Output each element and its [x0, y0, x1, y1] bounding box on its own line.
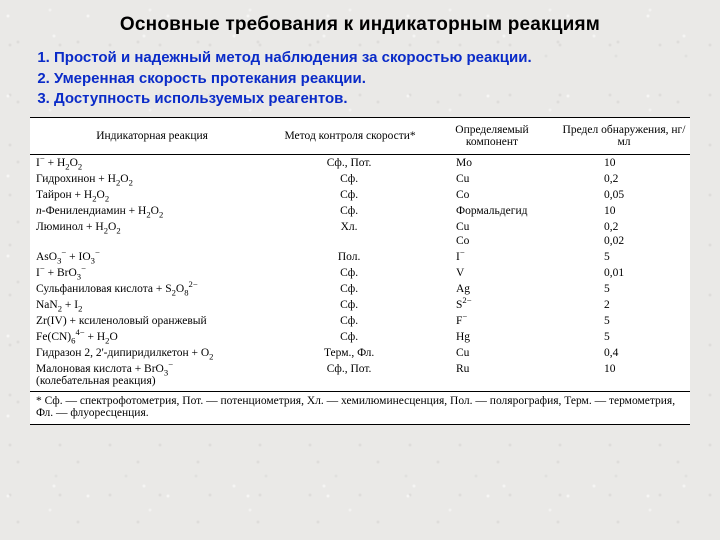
- reaction-cell: Малоновая кислота + BrO3−(колебательная …: [30, 361, 274, 392]
- method-cell: Сф.: [274, 265, 426, 281]
- method-cell: Сф.: [274, 281, 426, 297]
- requirements-list: Простой и надежный метод наблюдения за с…: [30, 48, 690, 109]
- component-cell: Hg: [426, 329, 558, 345]
- component-cell: Ru: [426, 361, 558, 392]
- list-item: Простой и надежный метод наблюдения за с…: [54, 48, 690, 68]
- table-row: Тайрон + H2O2 Сф. Co 0,05: [30, 187, 690, 203]
- component-cell: Cu: [426, 171, 558, 187]
- table-row: п-Фенилендиамин + H2O2 Сф. Формальдегид …: [30, 203, 690, 219]
- method-cell: Сф.: [274, 171, 426, 187]
- limit-cell: 0,05: [558, 187, 690, 203]
- table-row: Гидрохинон + H2O2 Сф. Cu 0,2: [30, 171, 690, 187]
- component-cell: Mo: [426, 154, 558, 171]
- reaction-cell: Сульфаниловая кислота + S2O82−: [30, 281, 274, 297]
- limit-cell: 5: [558, 329, 690, 345]
- method-cell: Терм., Фл.: [274, 345, 426, 361]
- col-header-limit: Предел обнаружения, нг/мл: [558, 117, 690, 154]
- reaction-cell: I− + BrO3−: [30, 265, 274, 281]
- table-header-row: Индикаторная реакция Метод контроля скор…: [30, 117, 690, 154]
- reaction-cell: [30, 235, 274, 249]
- table-row: NaN2 + I2 Сф. S2− 2: [30, 297, 690, 313]
- reaction-cell: AsO3− + IO3−: [30, 249, 274, 265]
- component-cell: Co: [426, 187, 558, 203]
- method-cell: Сф.: [274, 187, 426, 203]
- table-row: Fe(CN)64− + H2O Сф. Hg 5: [30, 329, 690, 345]
- reaction-cell: I− + H2O2: [30, 154, 274, 171]
- col-header-component: Определяемый компонент: [426, 117, 558, 154]
- table-row: Co 0,02: [30, 235, 690, 249]
- table-footnote: * Сф. — спектрофотометрия, Пот. — потенц…: [30, 392, 690, 425]
- reaction-cell: Люминол + H2O2: [30, 219, 274, 235]
- component-cell: Co: [426, 235, 558, 249]
- component-cell: F−: [426, 313, 558, 329]
- component-cell: Ag: [426, 281, 558, 297]
- reaction-cell: п-Фенилендиамин + H2O2: [30, 203, 274, 219]
- reaction-cell: Fe(CN)64− + H2O: [30, 329, 274, 345]
- list-item: Доступность используемых реагентов.: [54, 89, 690, 109]
- method-cell: Сф.: [274, 313, 426, 329]
- col-header-reaction: Индикаторная реакция: [30, 117, 274, 154]
- method-cell: Пол.: [274, 249, 426, 265]
- table-row: Малоновая кислота + BrO3−(колебательная …: [30, 361, 690, 392]
- reactions-table: Индикаторная реакция Метод контроля скор…: [30, 117, 690, 392]
- method-cell: Сф.: [274, 297, 426, 313]
- limit-cell: 0,01: [558, 265, 690, 281]
- table-row: Zr(IV) + ксиленоловый оранжевый Сф. F− 5: [30, 313, 690, 329]
- table-row: Сульфаниловая кислота + S2O82− Сф. Ag 5: [30, 281, 690, 297]
- component-cell: Cu: [426, 345, 558, 361]
- limit-cell: 5: [558, 249, 690, 265]
- limit-cell: 0,4: [558, 345, 690, 361]
- component-cell: Формальдегид: [426, 203, 558, 219]
- reaction-cell: NaN2 + I2: [30, 297, 274, 313]
- reaction-cell: Гидрохинон + H2O2: [30, 171, 274, 187]
- page-title: Основные требования к индикаторным реакц…: [30, 14, 690, 36]
- limit-cell: 2: [558, 297, 690, 313]
- component-cell: I−: [426, 249, 558, 265]
- col-header-method: Метод контроля скорости*: [274, 117, 426, 154]
- limit-cell: 10: [558, 154, 690, 171]
- method-cell: Сф., Пот.: [274, 361, 426, 392]
- limit-cell: 0,2: [558, 171, 690, 187]
- table-row: Гидразон 2, 2'-дипиридилкетон + O2 Терм.…: [30, 345, 690, 361]
- reaction-cell: Гидразон 2, 2'-дипиридилкетон + O2: [30, 345, 274, 361]
- limit-cell: 0,2: [558, 219, 690, 235]
- limit-cell: 5: [558, 313, 690, 329]
- component-cell: Cu: [426, 219, 558, 235]
- reaction-cell: Zr(IV) + ксиленоловый оранжевый: [30, 313, 274, 329]
- limit-cell: 10: [558, 203, 690, 219]
- limit-cell: 10: [558, 361, 690, 392]
- component-cell: S2−: [426, 297, 558, 313]
- method-cell: Сф.: [274, 203, 426, 219]
- reaction-cell: Тайрон + H2O2: [30, 187, 274, 203]
- method-cell: Сф., Пот.: [274, 154, 426, 171]
- table-row: I− + H2O2 Сф., Пот. Mo 10: [30, 154, 690, 171]
- table-row: I− + BrO3− Сф. V 0,01: [30, 265, 690, 281]
- limit-cell: 5: [558, 281, 690, 297]
- method-cell: Хл.: [274, 219, 426, 235]
- limit-cell: 0,02: [558, 235, 690, 249]
- component-cell: V: [426, 265, 558, 281]
- table-row: Люминол + H2O2 Хл. Cu 0,2: [30, 219, 690, 235]
- method-cell: [274, 235, 426, 249]
- list-item: Умеренная скорость протекания реакции.: [54, 69, 690, 89]
- method-cell: Сф.: [274, 329, 426, 345]
- reactions-table-container: Индикаторная реакция Метод контроля скор…: [30, 117, 690, 425]
- table-row: AsO3− + IO3− Пол. I− 5: [30, 249, 690, 265]
